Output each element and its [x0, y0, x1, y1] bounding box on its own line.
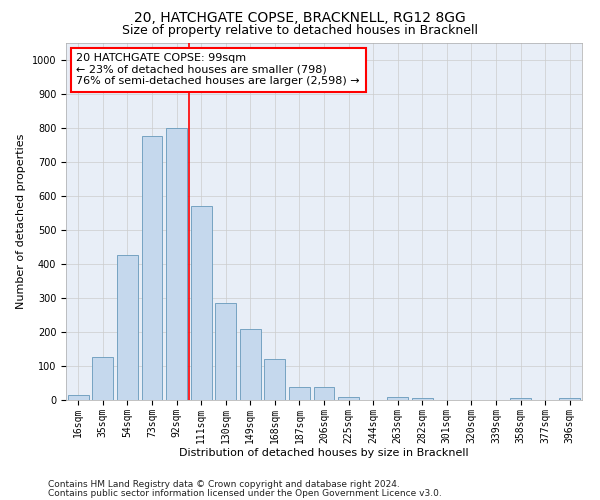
Bar — [142, 136, 163, 400]
Bar — [240, 328, 261, 400]
Bar — [166, 128, 187, 400]
Bar — [387, 396, 408, 400]
Bar — [68, 395, 89, 400]
Bar — [314, 388, 334, 400]
Text: 20, HATCHGATE COPSE, BRACKNELL, RG12 8GG: 20, HATCHGATE COPSE, BRACKNELL, RG12 8GG — [134, 12, 466, 26]
Text: Contains HM Land Registry data © Crown copyright and database right 2024.: Contains HM Land Registry data © Crown c… — [48, 480, 400, 489]
Bar — [117, 256, 138, 400]
Bar — [510, 398, 531, 400]
Text: Contains public sector information licensed under the Open Government Licence v3: Contains public sector information licen… — [48, 488, 442, 498]
Bar — [559, 398, 580, 400]
X-axis label: Distribution of detached houses by size in Bracknell: Distribution of detached houses by size … — [179, 448, 469, 458]
Bar — [289, 388, 310, 400]
Bar — [265, 359, 286, 400]
Bar — [412, 398, 433, 400]
Text: Size of property relative to detached houses in Bracknell: Size of property relative to detached ho… — [122, 24, 478, 37]
Bar — [191, 206, 212, 400]
Y-axis label: Number of detached properties: Number of detached properties — [16, 134, 26, 309]
Bar — [92, 358, 113, 400]
Bar — [215, 303, 236, 400]
Text: 20 HATCHGATE COPSE: 99sqm
← 23% of detached houses are smaller (798)
76% of semi: 20 HATCHGATE COPSE: 99sqm ← 23% of detac… — [76, 53, 360, 86]
Bar — [338, 396, 359, 400]
